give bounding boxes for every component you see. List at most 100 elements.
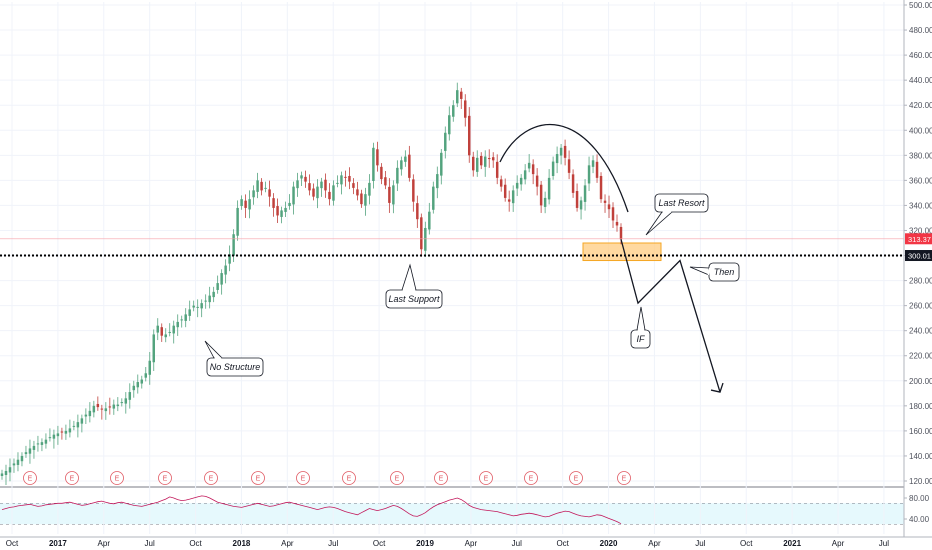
candle-body — [268, 189, 271, 197]
earnings-marker[interactable]: E — [110, 471, 124, 485]
candle-body — [380, 166, 383, 180]
last-price-tag: 313.37 — [905, 233, 932, 245]
callout[interactable]: IF — [630, 306, 651, 349]
time-tick-label: Oct — [740, 539, 753, 548]
candle-body — [555, 154, 559, 164]
candle-body — [611, 207, 615, 221]
candle-body — [495, 161, 499, 178]
time-tick-label: Oct — [6, 539, 19, 548]
callout[interactable]: Last Resort — [645, 193, 709, 236]
candle-body — [144, 373, 148, 378]
candle-body — [543, 197, 547, 207]
earnings-marker[interactable]: E — [434, 471, 448, 485]
earnings-marker-label: E — [347, 476, 352, 483]
earnings-marker[interactable]: E — [479, 471, 493, 485]
time-tick-label: 2017 — [49, 539, 67, 548]
candle-body — [296, 180, 299, 189]
earnings-marker[interactable]: E — [23, 471, 37, 485]
candle-body — [124, 398, 128, 404]
earnings-marker-circle — [23, 471, 37, 485]
candle-body — [184, 314, 187, 321]
time-tick-label: 2021 — [783, 539, 801, 548]
candle-body — [412, 179, 415, 202]
candle-body — [244, 200, 247, 208]
candle-body — [583, 185, 587, 202]
candle-body — [76, 422, 80, 428]
earnings-marker[interactable]: E — [390, 471, 404, 485]
candle-body — [104, 408, 108, 412]
candle-body — [424, 227, 427, 251]
callout[interactable]: Last Support — [385, 263, 443, 309]
candle-body — [324, 179, 327, 191]
zone-layer — [582, 242, 662, 262]
earnings-marker-circle — [342, 471, 356, 485]
earnings-marker[interactable]: E — [569, 471, 583, 485]
candle-body — [248, 199, 251, 210]
rsi-series — [1, 495, 622, 525]
earnings-marker-circle — [65, 471, 79, 485]
candle-body — [547, 177, 551, 200]
candle-body — [515, 182, 519, 189]
candle-body — [340, 175, 343, 185]
time-tick-label: Apr — [648, 539, 661, 548]
candle-body — [408, 154, 411, 178]
earnings-marker[interactable]: E — [65, 471, 79, 485]
earnings-marker[interactable]: E — [296, 471, 310, 485]
candle-body — [84, 414, 88, 417]
candle-body — [188, 309, 191, 316]
candle-body — [615, 221, 619, 226]
candle-body — [116, 404, 120, 407]
rsi-axis[interactable]: 80.00 40.00 — [904, 494, 930, 524]
earnings-marker-label: E — [529, 476, 534, 483]
level-price-tag-label: 300.01 — [908, 252, 931, 261]
candle-body — [460, 91, 463, 99]
time-tick-label: Jul — [512, 539, 522, 548]
candle-body — [559, 147, 563, 156]
candle-body — [88, 410, 92, 417]
earnings-marker[interactable]: E — [158, 471, 172, 485]
candle-body — [208, 295, 211, 303]
time-tick-label: Oct — [373, 539, 386, 548]
candle-body — [72, 425, 76, 427]
earnings-marker[interactable]: E — [617, 471, 631, 485]
candle-body — [112, 404, 116, 409]
candle-body — [563, 145, 567, 158]
candle-body — [607, 204, 611, 210]
candle-body — [400, 160, 403, 170]
price-tags: 313.37 300.01 — [905, 233, 932, 262]
candle-body — [256, 180, 259, 192]
earnings-marker-label: E — [163, 476, 168, 483]
callout-seam — [707, 267, 711, 276]
candle-body — [272, 198, 275, 208]
candle-body — [472, 156, 475, 171]
candle-body — [328, 191, 331, 200]
candle-body — [64, 430, 68, 434]
last-price-tag-bg — [905, 233, 932, 245]
earnings-marker-circle — [434, 471, 448, 485]
time-axis[interactable]: Oct 2017 Apr Jul Oct 2018 Apr Jul Oct 2019 Apr Jul O… — [0, 536, 932, 548]
earnings-marker[interactable]: E — [251, 471, 265, 485]
earnings-marker[interactable]: E — [204, 471, 218, 485]
candle-body — [487, 158, 491, 160]
candle-body — [8, 467, 12, 473]
earnings-marker[interactable]: E — [524, 471, 538, 485]
candle-body — [475, 157, 479, 172]
candle-body — [44, 439, 48, 444]
candle-body — [12, 463, 16, 466]
callout[interactable]: Then — [689, 262, 740, 282]
candle-body — [280, 210, 283, 217]
candle-body — [288, 202, 291, 207]
candle-body — [531, 164, 535, 175]
rsi-tick-label: 40.00 — [909, 515, 930, 524]
time-tick-label: Apr — [281, 539, 294, 548]
earnings-marker-label: E — [28, 476, 33, 483]
candle-body — [68, 428, 72, 433]
earnings-marker[interactable]: E — [342, 471, 356, 485]
callout[interactable]: No Structure — [204, 340, 264, 377]
callout-box — [654, 193, 709, 213]
price-axis[interactable]: 500.00 480.00 460.00 440.00 420.00 400.00 380.… — [903, 0, 932, 537]
earnings-marker-label: E — [70, 476, 75, 483]
candle-body — [0, 473, 4, 476]
